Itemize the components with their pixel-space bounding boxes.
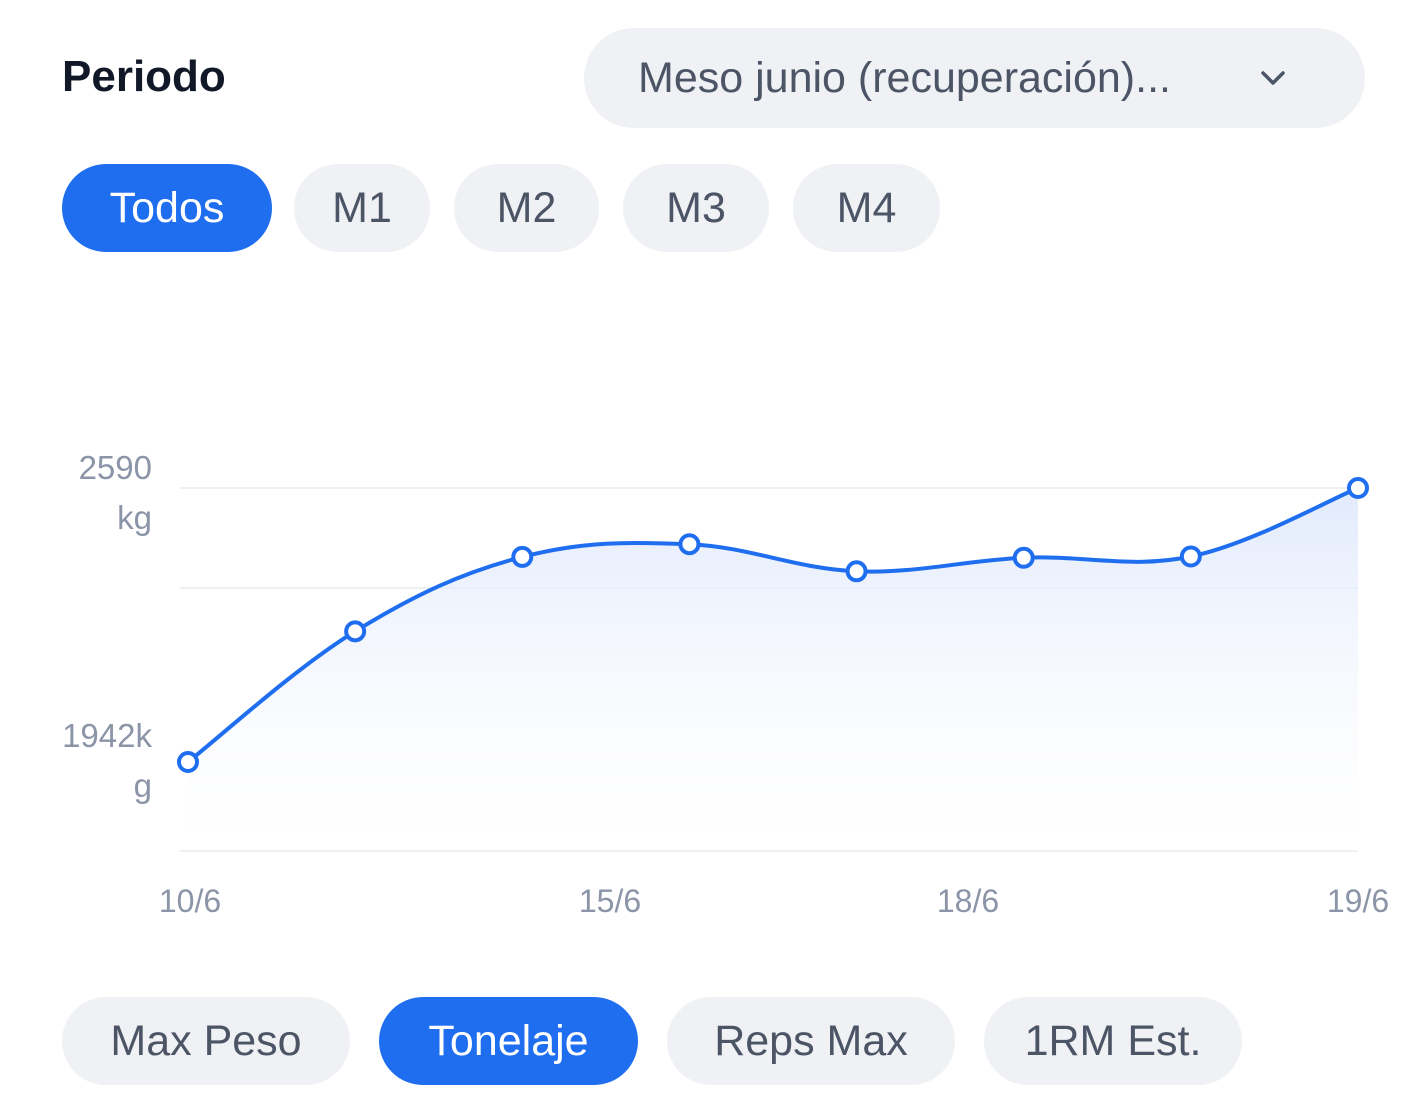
data-point[interactable]	[845, 560, 868, 583]
chevron-down-icon	[1261, 71, 1285, 85]
data-point[interactable]	[1179, 545, 1202, 568]
data-point[interactable]	[678, 533, 701, 556]
x-tick-label: 15/6	[579, 883, 641, 919]
data-point[interactable]	[1347, 477, 1369, 499]
y-tick-label: 2590 kg	[79, 449, 152, 536]
tab-max-peso[interactable]: Max Peso	[62, 997, 350, 1085]
period-select[interactable]: Meso junio (recuperación)...	[584, 28, 1365, 128]
y-tick-label: 1942k g	[62, 717, 152, 804]
filter-m2[interactable]: M2	[454, 164, 599, 252]
filter-todos[interactable]: Todos	[62, 164, 272, 252]
series-line	[186, 486, 1360, 764]
filter-m4[interactable]: M4	[793, 164, 940, 252]
data-point[interactable]	[511, 545, 534, 568]
tonnage-line-chart: 2590 kg 1942k g 10/6 15/6 18/6 19/6	[62, 449, 1389, 919]
tab-tonelaje[interactable]: Tonelaje	[379, 997, 638, 1085]
data-point[interactable]	[1012, 546, 1035, 569]
x-tick-label: 19/6	[1327, 883, 1389, 919]
data-point[interactable]	[177, 751, 199, 773]
data-point[interactable]	[344, 620, 367, 643]
period-label: Periodo	[62, 52, 226, 101]
x-tick-label: 10/6	[159, 883, 221, 919]
filter-m1[interactable]: M1	[294, 164, 430, 252]
period-select-value: Meso junio (recuperación)...	[638, 53, 1171, 102]
series-area	[188, 488, 1358, 851]
metric-tab-group: Max Peso Tonelaje Reps Max 1RM Est.	[62, 997, 1242, 1085]
week-filter-group: Todos M1 M2 M3 M4	[62, 164, 940, 252]
tab-1rm-est[interactable]: 1RM Est.	[984, 997, 1242, 1085]
x-tick-label: 18/6	[937, 883, 999, 919]
filter-m3[interactable]: M3	[623, 164, 769, 252]
tab-reps-max[interactable]: Reps Max	[667, 997, 955, 1085]
